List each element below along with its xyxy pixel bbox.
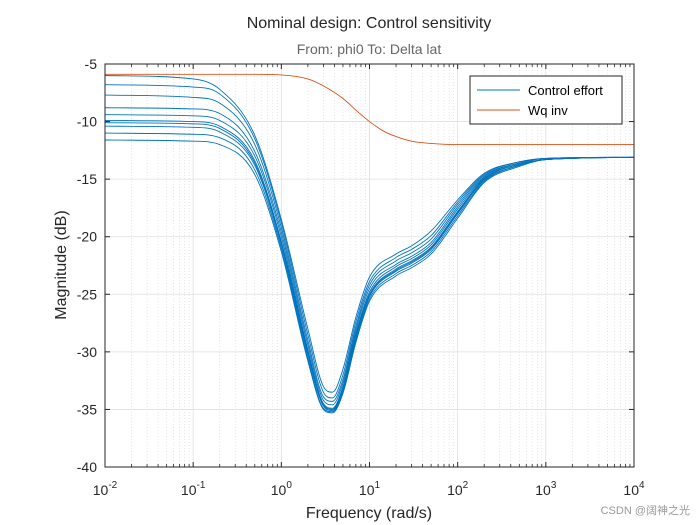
x-axis-label: Frequency (rad/s) [306,505,432,522]
series-line-control-effort [104,94,635,402]
legend-box [469,75,623,125]
y-tick-labels: -40 -35 -30 -25 -20 -15 -10 -5 [77,56,97,475]
x-tick-label: 101 [359,480,381,498]
x-tick-label: 104 [623,480,645,498]
x-tick-label: 10-2 [93,480,118,498]
chart-subtitle: From: phi0 To: Delta lat [297,41,442,57]
x-tick-label: 10-1 [181,480,206,498]
series-line-control-effort [104,107,635,406]
x-tick-label: 103 [535,480,557,498]
y-tick-label: -30 [77,344,97,360]
legend-entry-control-effort: Control effort [528,83,603,98]
tick-marks [104,63,635,468]
series-line-wq-inv [105,73,634,146]
y-axis-label: Magnitude (dB) [53,210,70,319]
x-tick-label: 100 [271,480,293,498]
y-tick-label: -40 [77,459,97,475]
legend-entry-wq-inv: Wq inv [528,103,568,118]
series-line-control-effort [104,122,635,410]
y-tick-label: -10 [77,114,97,130]
y-tick-label: -25 [77,286,97,302]
series-layer [104,73,635,414]
x-tick-labels: 10-2 10-1 100 101 102 103 104 [93,480,645,498]
y-tick-label: -20 [77,229,97,245]
y-tick-label: -15 [77,171,97,187]
series-line-control-effort [104,84,635,399]
series-line-control-effort [104,114,635,409]
y-tick-label: -35 [77,401,97,417]
series-line-control-effort [104,75,635,393]
y-tick-label: -5 [85,56,98,72]
series-line-control-effort [104,132,635,413]
chart-title: Nominal design: Control sensitivity [247,15,492,32]
x-tick-label: 102 [447,480,469,498]
minor-grid [131,64,631,467]
watermark: CSDN @阔神之光 [601,503,690,517]
series-line-control-effort [104,139,635,414]
legend: Control effort Wq inv [469,75,623,125]
